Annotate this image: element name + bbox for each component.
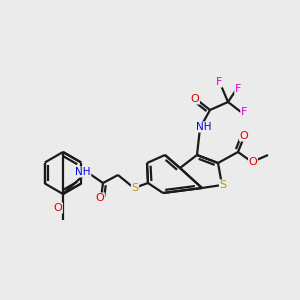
Text: O: O	[190, 94, 200, 104]
Text: F: F	[216, 77, 222, 87]
Text: O: O	[240, 131, 248, 141]
Text: NH: NH	[196, 122, 212, 132]
Text: O: O	[249, 157, 257, 167]
Text: F: F	[235, 84, 241, 94]
Text: NH: NH	[75, 167, 91, 177]
Text: F: F	[241, 107, 247, 117]
Text: O: O	[54, 203, 62, 213]
Text: S: S	[131, 183, 139, 193]
Text: S: S	[219, 180, 226, 190]
Text: O: O	[96, 193, 104, 203]
